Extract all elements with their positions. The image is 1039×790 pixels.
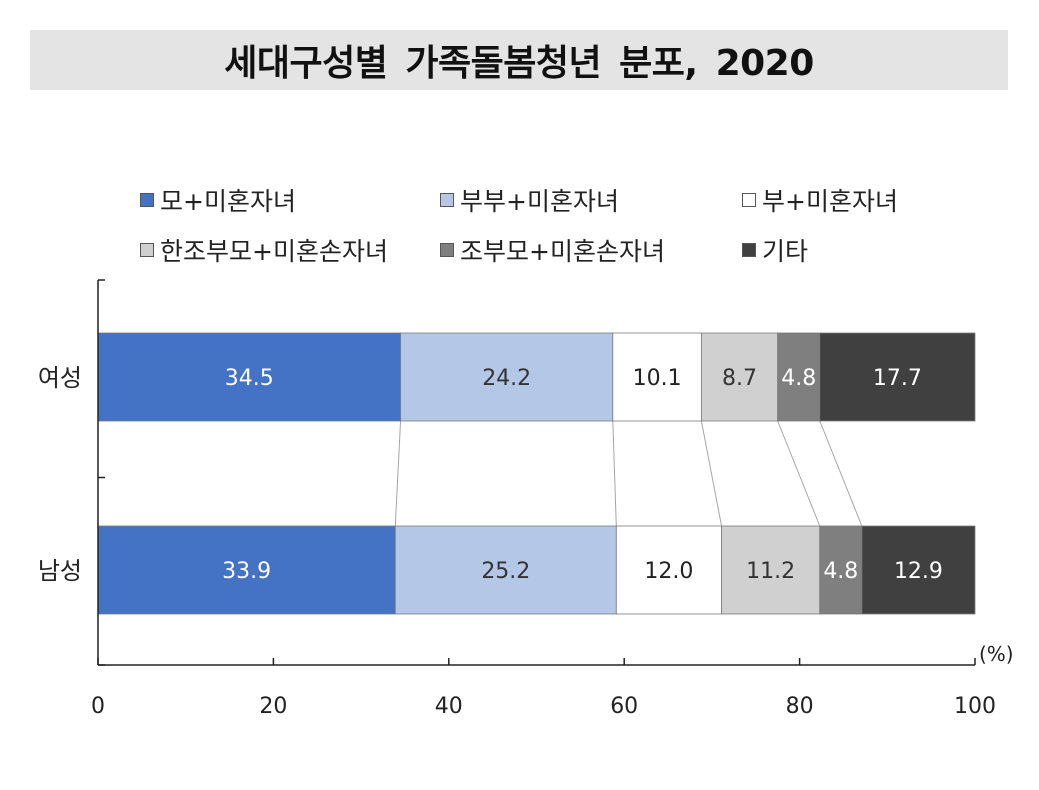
legend-swatch-couple	[440, 193, 454, 207]
x-tick-label: 80	[786, 694, 814, 719]
data-label: 24.2	[482, 366, 531, 391]
data-label: 4.8	[781, 366, 816, 391]
data-label: 12.9	[894, 559, 943, 584]
data-label: 11.2	[746, 559, 795, 584]
legend-label-other: 기타	[762, 237, 809, 266]
legend-item-single-grandparent: 한조부모+미혼손자녀	[140, 232, 440, 268]
legend: 모+미혼자녀 부부+미혼자녀 부+미혼자녀 한조부모+미혼손자녀 조부모+미혼손…	[140, 182, 1000, 268]
legend-swatch-mother	[140, 193, 154, 207]
data-label: 17.7	[873, 366, 922, 391]
legend-label-grandparents: 조부모+미혼손자녀	[460, 237, 665, 266]
data-label: 4.8	[823, 559, 858, 584]
data-label: 34.5	[225, 366, 274, 391]
bar-segment	[861, 525, 976, 615]
data-label: 25.2	[481, 559, 530, 584]
category-label: 여성	[38, 364, 82, 392]
legend-label-father: 부+미혼자녀	[762, 187, 898, 216]
legend-item-couple: 부부+미혼자녀	[440, 182, 742, 218]
data-label: 33.9	[222, 559, 271, 584]
x-tick-label: 40	[435, 694, 463, 719]
legend-label-couple: 부부+미혼자녀	[460, 187, 619, 216]
legend-label-single-grandparent: 한조부모+미혼손자녀	[160, 237, 388, 266]
connector-line	[700, 420, 723, 527]
x-tick-label: 60	[610, 694, 638, 719]
bar-segment	[394, 525, 617, 615]
legend-swatch-other	[742, 243, 756, 257]
x-tick-label: 20	[259, 694, 287, 719]
connector-line	[394, 420, 402, 527]
connector-line	[612, 420, 617, 527]
bar-segment	[400, 332, 614, 422]
legend-swatch-father	[742, 193, 756, 207]
legend-label-mother: 모+미혼자녀	[160, 187, 296, 216]
unit-label: (%)	[979, 642, 1014, 666]
bar-segment	[777, 332, 821, 422]
bar-segment	[615, 525, 722, 615]
x-tick-label: 100	[954, 694, 996, 719]
bar-segment	[819, 525, 863, 615]
legend-item-other: 기타	[742, 232, 982, 268]
connector-line	[777, 420, 821, 527]
legend-item-grandparents: 조부모+미혼손자녀	[440, 232, 742, 268]
bar-segment	[819, 332, 976, 422]
legend-item-father: 부+미혼자녀	[742, 182, 982, 218]
chart-title: 세대구성별 가족돌봄청년 분포, 2020	[224, 43, 814, 84]
data-label: 12.0	[644, 559, 693, 584]
data-label: 8.7	[722, 366, 757, 391]
data-label: 10.1	[633, 366, 682, 391]
legend-swatch-single-grandparent	[140, 243, 154, 257]
category-label: 남성	[38, 557, 82, 585]
bar-segment	[97, 525, 396, 615]
legend-item-mother: 모+미혼자녀	[140, 182, 440, 218]
bar-segment	[97, 332, 401, 422]
connector-line	[819, 420, 863, 527]
bar-segment	[700, 332, 779, 422]
x-tick-label: 0	[91, 694, 105, 719]
legend-swatch-grandparents	[440, 243, 454, 257]
title-band: 세대구성별 가족돌봄청년 분포, 2020	[30, 30, 1008, 90]
bar-segment	[612, 332, 702, 422]
bar-segment	[721, 525, 821, 615]
